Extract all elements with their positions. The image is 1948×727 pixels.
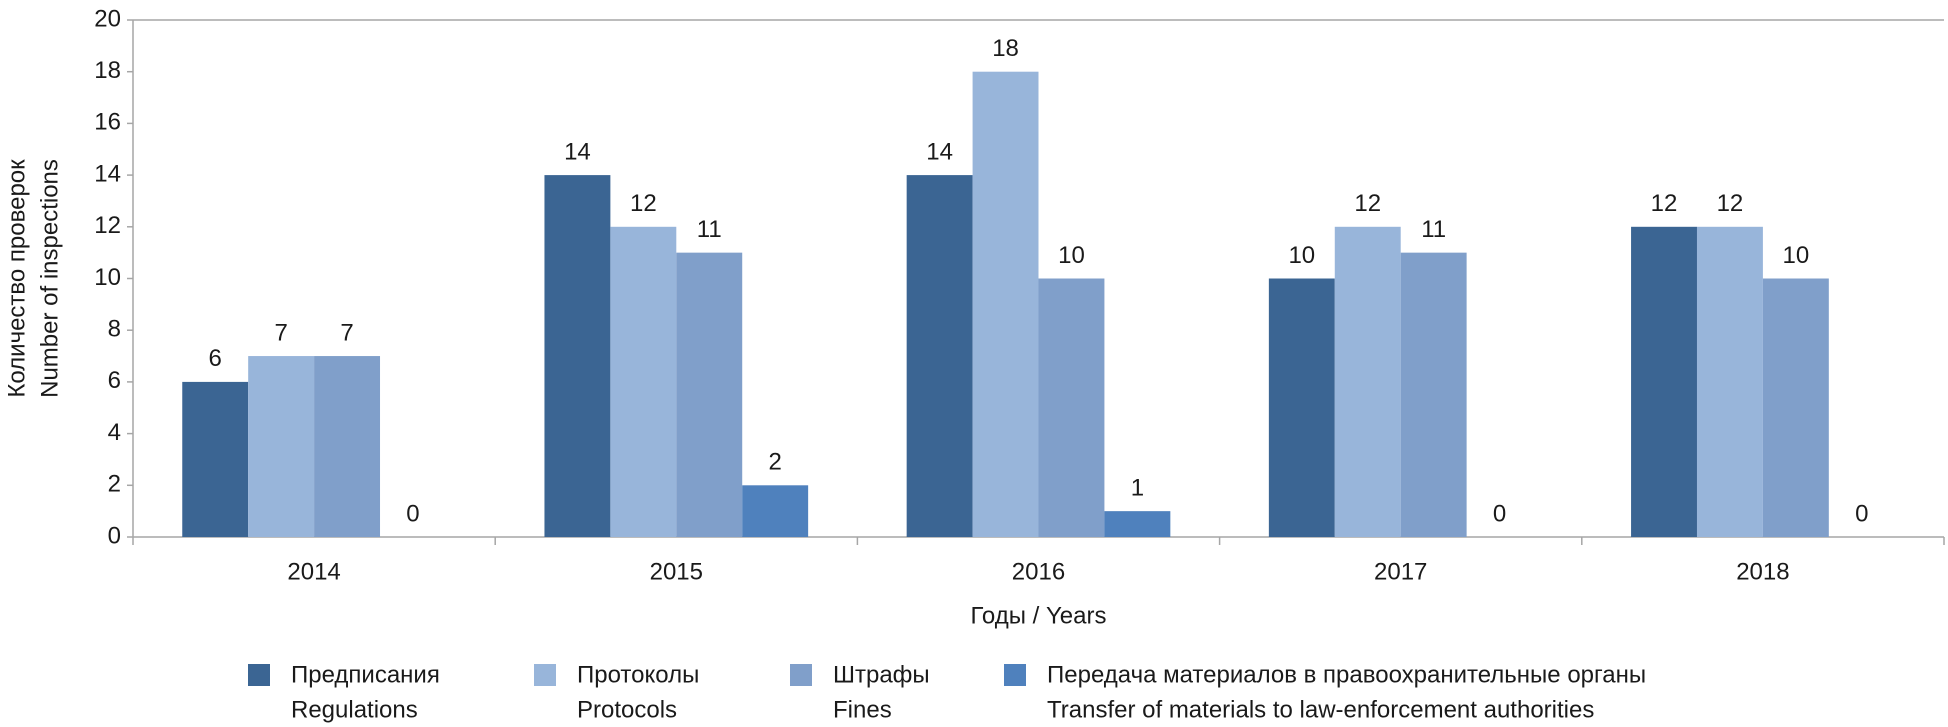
y-tick-label: 10	[94, 264, 121, 291]
data-label: 12	[1717, 190, 1744, 217]
bar	[1400, 252, 1467, 537]
legend-label: Regulations	[291, 696, 418, 723]
y-axis-label: Number of inspections	[36, 159, 63, 398]
x-tick-label: 2018	[1736, 558, 1789, 585]
bar	[314, 356, 381, 537]
bar	[544, 175, 611, 537]
legend-label: Предписания	[291, 661, 440, 688]
legend-swatch	[790, 664, 812, 686]
y-tick-label: 8	[108, 316, 121, 343]
data-label: 12	[1651, 190, 1678, 217]
data-label: 14	[564, 138, 591, 165]
legend-label: Protocols	[577, 696, 677, 723]
legend-label: Transfer of materials to law-enforcement…	[1047, 696, 1594, 723]
legend-label: Протоколы	[577, 661, 699, 688]
legend-label: Fines	[833, 696, 892, 723]
bar	[610, 226, 677, 538]
bar	[1334, 226, 1401, 538]
bar	[182, 381, 249, 537]
bar	[906, 175, 973, 537]
bar	[1104, 511, 1171, 537]
data-label: 0	[1855, 500, 1868, 527]
data-label: 7	[340, 319, 353, 346]
legend-label: Штрафы	[833, 661, 930, 688]
data-label: 18	[992, 35, 1019, 62]
y-tick-label: 0	[108, 522, 121, 549]
y-tick-label: 16	[94, 109, 121, 136]
bar	[1268, 278, 1335, 537]
y-tick-label: 20	[94, 5, 121, 32]
y-tick-label: 18	[94, 57, 121, 84]
legend-swatch	[534, 664, 556, 686]
data-label: 6	[209, 345, 222, 372]
data-label: 2	[769, 449, 782, 476]
data-label: 12	[630, 190, 657, 217]
x-axis-label: Годы / Years	[971, 602, 1107, 629]
x-tick-label: 2014	[287, 558, 340, 585]
legend-label: Передача материалов в правоохранительные…	[1047, 661, 1646, 688]
x-tick-label: 2015	[650, 558, 703, 585]
legend-swatch	[248, 664, 270, 686]
data-label: 10	[1288, 242, 1315, 269]
bar	[1762, 278, 1829, 537]
bar	[1696, 226, 1763, 538]
bar	[972, 71, 1039, 537]
x-tick-label: 2016	[1012, 558, 1065, 585]
y-tick-label: 12	[94, 212, 121, 239]
data-label: 1	[1131, 474, 1144, 501]
data-label: 10	[1783, 242, 1810, 269]
y-tick-label: 6	[108, 367, 121, 394]
data-label: 10	[1058, 242, 1085, 269]
y-tick-label: 14	[94, 160, 121, 187]
bar	[676, 252, 743, 537]
data-label: 0	[406, 500, 419, 527]
bar	[1038, 278, 1105, 537]
data-label: 11	[697, 216, 722, 243]
bar	[248, 356, 315, 537]
bar	[742, 485, 809, 537]
y-tick-label: 2	[108, 471, 121, 498]
y-tick-label: 4	[108, 419, 121, 446]
y-axis-label: Количество проверок	[3, 159, 30, 398]
legend-swatch	[1004, 664, 1026, 686]
data-label: 0	[1493, 500, 1506, 527]
x-tick-label: 2017	[1374, 558, 1427, 585]
data-label: 14	[926, 138, 953, 165]
data-label: 11	[1421, 216, 1446, 243]
data-label: 12	[1354, 190, 1381, 217]
data-label: 7	[274, 319, 287, 346]
bar	[1631, 226, 1697, 538]
